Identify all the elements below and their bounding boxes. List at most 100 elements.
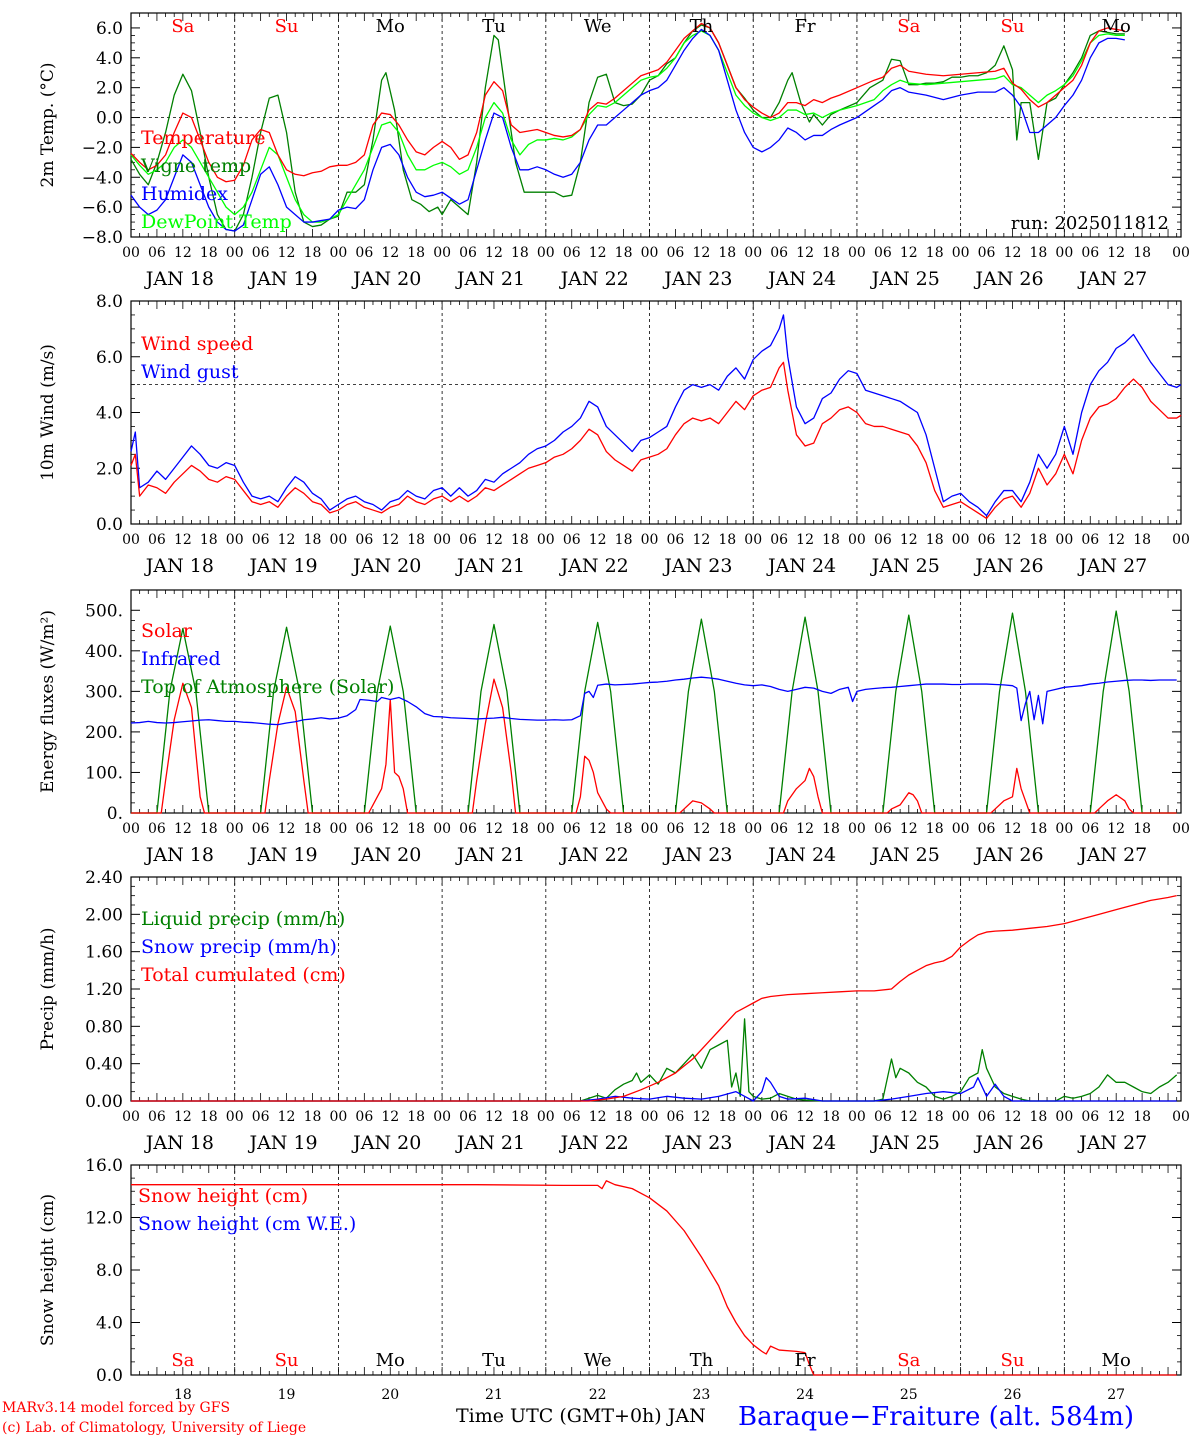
hour-label: 12 [900, 532, 918, 548]
y-tick-label: −6.0 [82, 198, 123, 218]
y-axis-label: Snow height (cm) [38, 1194, 58, 1346]
hour-label: 18 [1133, 245, 1151, 261]
hour-label: 18 [1029, 1109, 1047, 1125]
hour-label: 06 [148, 1109, 166, 1125]
hour-label: 06 [563, 1109, 581, 1125]
hour-label: 00 [1172, 1109, 1190, 1125]
hour-label: 00 [226, 1109, 244, 1125]
hour-label: 06 [1081, 821, 1099, 837]
hour-label: 12 [278, 245, 296, 261]
hour-label: 18 [822, 532, 840, 548]
hour-label: 06 [667, 821, 685, 837]
hour-label: 06 [459, 1109, 477, 1125]
hour-label: 00 [744, 821, 762, 837]
date-label: JAN 23 [662, 844, 732, 866]
series-line [130, 361, 1182, 520]
y-tick-label: 0.0 [96, 515, 123, 535]
y-axis-label: 10m Wind (m/s) [38, 344, 58, 481]
hour-label: 12 [1004, 245, 1022, 261]
date-label: JAN 26 [973, 1132, 1043, 1154]
hour-label: 12 [796, 1109, 814, 1125]
y-tick-label: −8.0 [82, 228, 123, 248]
y-tick-label: 400. [85, 642, 123, 662]
hour-label: 06 [1081, 1109, 1099, 1125]
date-label: JAN 27 [1077, 1132, 1147, 1154]
hour-label: 12 [381, 1109, 399, 1125]
hour-label: 00 [433, 245, 451, 261]
hour-label: 06 [874, 1109, 892, 1125]
hour-label: 12 [278, 532, 296, 548]
y-tick-label: 6.0 [96, 348, 123, 368]
hour-label: 12 [174, 1109, 192, 1125]
date-label: JAN 19 [247, 844, 317, 866]
panel-energy: 0. 100. 200. 300. 400. 500. Energy fluxes (W/m… [38, 589, 1190, 866]
hour-label: 18 [718, 532, 736, 548]
run-label: run: 2025011812 [1011, 213, 1169, 234]
plot-frame [130, 12, 1182, 238]
hour-label: 18 [304, 245, 322, 261]
hour-label: 18 [304, 532, 322, 548]
weekday-label: Mo [376, 16, 405, 37]
hour-label: 12 [692, 245, 710, 261]
y-tick-label: 0.0 [96, 1366, 123, 1386]
hour-label: 12 [900, 1109, 918, 1125]
hour-label: 18 [511, 1109, 529, 1125]
legend-entry: Top of Atmosphere (Solar) [141, 676, 394, 698]
date-label: JAN 24 [766, 555, 836, 577]
hour-label: 18 [718, 245, 736, 261]
hour-label: 00 [848, 532, 866, 548]
hour-label: 00 [537, 532, 555, 548]
panel-temp: −8.0 −6.0 −4.0 −2.0 0.0 2.0 4.0 6.0 2m Temp. (°C… [38, 12, 1190, 290]
y-tick-label: 4.0 [96, 49, 123, 69]
date-label: JAN 25 [870, 555, 940, 577]
hour-label: 00 [122, 1109, 140, 1125]
legend-entry: Snow height (cm W.E.) [138, 1213, 356, 1235]
hour-label: 00 [952, 245, 970, 261]
y-tick-label: 1.20 [85, 980, 123, 1000]
hour-label: 12 [1004, 532, 1022, 548]
legend-entry: Snow height (cm) [138, 1185, 308, 1207]
hour-label: 18 [718, 1109, 736, 1125]
hour-label: 06 [148, 245, 166, 261]
credit-line-2: (c) Lab. of Climatology, University of L… [2, 1420, 307, 1436]
hour-label: 06 [563, 821, 581, 837]
hour-label: 00 [1172, 245, 1190, 261]
hour-label: 06 [355, 532, 373, 548]
weekday-label: Mo [1102, 16, 1131, 37]
series-line [130, 28, 1125, 232]
hour-label: 18 [200, 821, 218, 837]
hour-label: 06 [148, 821, 166, 837]
y-tick-label: 16.0 [85, 1156, 123, 1176]
hour-label: 06 [252, 1109, 270, 1125]
hour-label: 06 [667, 532, 685, 548]
time-axis-label: Time UTC (GMT+0h) JAN [456, 1405, 706, 1427]
y-tick-label: 300. [85, 682, 123, 702]
y-tick-label: 12.0 [85, 1209, 123, 1229]
hour-label: 00 [433, 532, 451, 548]
weekday-label: Su [275, 1350, 299, 1371]
hour-label: 18 [1029, 245, 1047, 261]
hour-label: 12 [278, 1109, 296, 1125]
hour-label: 12 [485, 821, 503, 837]
date-label: JAN 18 [144, 555, 214, 577]
hour-label: 18 [926, 532, 944, 548]
hour-label: 12 [381, 532, 399, 548]
hour-label: 00 [744, 1109, 762, 1125]
day-number-label: 25 [900, 1387, 918, 1403]
hour-label: 18 [615, 245, 633, 261]
hour-label: 00 [537, 245, 555, 261]
weekday-label: Su [1001, 1350, 1025, 1371]
hour-label: 18 [511, 821, 529, 837]
date-label: JAN 25 [870, 1132, 940, 1154]
hour-label: 06 [252, 532, 270, 548]
y-tick-label: −4.0 [82, 168, 123, 188]
hour-label: 00 [329, 821, 347, 837]
hour-label: 00 [122, 532, 140, 548]
hour-label: 12 [796, 245, 814, 261]
y-tick-label: 1.60 [85, 943, 123, 963]
date-label: JAN 18 [144, 1132, 214, 1154]
y-tick-label: 4.0 [96, 404, 123, 424]
hour-label: 12 [692, 532, 710, 548]
hour-label: 18 [200, 245, 218, 261]
